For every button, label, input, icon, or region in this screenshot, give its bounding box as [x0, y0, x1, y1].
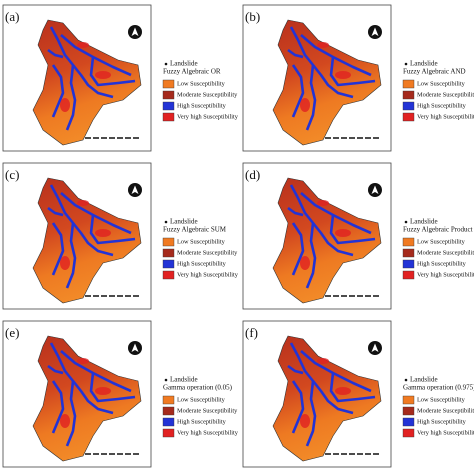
legend-title: Landslide [170, 218, 198, 226]
legend-label: Very high Susceptibility [177, 429, 239, 436]
legend-swatch [402, 417, 415, 427]
legend-bullet [404, 378, 408, 382]
legend-swatch [402, 79, 415, 89]
north-arrow [128, 25, 142, 39]
legend-swatch [402, 90, 415, 100]
legend-bullet [404, 62, 408, 66]
legend-swatch [162, 428, 175, 438]
north-arrow [128, 183, 142, 197]
legend-swatch [402, 395, 415, 405]
legend-label: Moderate Susceptibility [177, 91, 238, 98]
legend-label: Low Susceptibility [177, 396, 226, 403]
legend-label: Moderate Susceptibility [417, 249, 474, 256]
legend-title: Fuzzy Algebraic OR [163, 68, 221, 76]
legend-swatch [402, 406, 415, 416]
legend-label: Very high Susceptibility [417, 271, 474, 278]
legend-label: High Susceptibility [417, 260, 467, 267]
legend-bullet [404, 220, 408, 224]
legend-swatch [402, 428, 415, 438]
legend-label: Moderate Susceptibility [417, 91, 474, 98]
legend-title: Gamma operation (0.975) [403, 384, 474, 392]
legend-swatch [162, 406, 175, 416]
north-arrow [368, 183, 382, 197]
north-arrow [128, 341, 142, 355]
legend-title: Landslide [410, 218, 438, 226]
north-arrow [368, 341, 382, 355]
legend-label: Very high Susceptibility [177, 113, 239, 120]
legend-swatch [402, 101, 415, 111]
legend-title: Fuzzy Algebraic Product [403, 226, 473, 234]
legend-label: High Susceptibility [177, 260, 227, 267]
legend-swatch [162, 248, 175, 258]
legend-label: Low Susceptibility [417, 238, 466, 245]
panel-label: (a) [5, 9, 19, 24]
legend-bullet [164, 62, 168, 66]
legend-label: Moderate Susceptibility [417, 407, 474, 414]
legend-swatch [402, 270, 415, 280]
legend-swatch [162, 237, 175, 247]
legend-label: Moderate Susceptibility [177, 407, 238, 414]
legend-swatch [162, 79, 175, 89]
legend-title: Fuzzy Algebraic SUM [163, 226, 227, 234]
legend-label: Low Susceptibility [177, 80, 226, 87]
legend-title: Landslide [170, 60, 198, 68]
legend-label: Very high Susceptibility [417, 429, 474, 436]
legend-label: Low Susceptibility [417, 80, 466, 87]
legend-swatch [402, 248, 415, 258]
legend-bullet [164, 220, 168, 224]
legend-swatch [162, 417, 175, 427]
north-arrow [368, 25, 382, 39]
legend-swatch [402, 259, 415, 269]
panel-label: (c) [5, 167, 19, 182]
legend-bullet [164, 378, 168, 382]
legend-label: Moderate Susceptibility [177, 249, 238, 256]
legend-label: High Susceptibility [417, 102, 467, 109]
legend-label: Low Susceptibility [417, 396, 466, 403]
legend-swatch [162, 395, 175, 405]
legend-swatch [162, 112, 175, 122]
legend-label: High Susceptibility [177, 102, 227, 109]
legend-title: Landslide [410, 60, 438, 68]
panel-label: (e) [5, 325, 19, 340]
legend-swatch [162, 270, 175, 280]
panel-label: (f) [245, 325, 258, 340]
legend-swatch [402, 237, 415, 247]
legend-label: Low Susceptibility [177, 238, 226, 245]
legend-swatch [162, 101, 175, 111]
legend-swatch [162, 259, 175, 269]
legend-label: Very high Susceptibility [177, 271, 239, 278]
legend-swatch [162, 90, 175, 100]
legend-label: Very high Susceptibility [417, 113, 474, 120]
legend-label: High Susceptibility [177, 418, 227, 425]
legend-title: Fuzzy Algebraic AND [403, 68, 466, 76]
legend-title: Landslide [170, 376, 198, 384]
panel-label: (b) [245, 9, 260, 24]
legend-swatch [402, 112, 415, 122]
panel-label: (d) [245, 167, 260, 182]
legend-title: Gamma operation (0.05) [163, 384, 233, 392]
legend-label: High Susceptibility [417, 418, 467, 425]
legend-title: Landslide [410, 376, 438, 384]
